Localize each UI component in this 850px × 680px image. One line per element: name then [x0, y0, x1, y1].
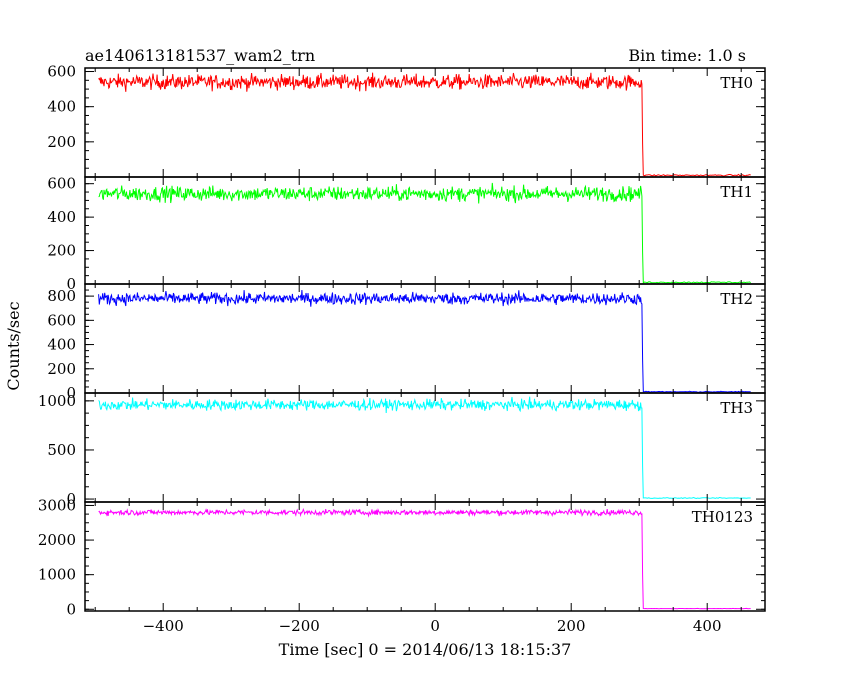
x-tick-label: 0: [430, 617, 440, 635]
x-tick-label: 200: [557, 617, 586, 635]
panel-th1: 0 200 400 600 TH1: [47, 175, 766, 293]
series-line-th0: [98, 72, 751, 177]
series-label: TH0: [720, 74, 753, 92]
panels-layer: 200 400 600 TH0 0 200 400 600 TH1 0 200 400 600 800 TH…: [38, 63, 766, 618]
y-tick-label: 600: [47, 311, 76, 329]
panel-th3: 0 500 1000 TH3: [38, 392, 766, 508]
y-tick-label: 400: [47, 98, 76, 116]
panel-frame: [84, 501, 766, 612]
y-tick-label: 800: [47, 287, 76, 305]
series-label: TH3: [720, 399, 753, 417]
y-tick-label: 0: [66, 384, 76, 402]
y-tick-label: 0: [66, 275, 76, 293]
y-tick-label: 400: [47, 208, 76, 226]
y-tick-label: 600: [47, 175, 76, 193]
y-tick-label: 1000: [38, 392, 76, 410]
panel-th0123: 0 1000 2000 3000 TH0123: [38, 496, 766, 618]
series-label: TH0123: [692, 508, 753, 526]
series-line-th1: [98, 182, 751, 284]
y-tick-label: 0: [66, 490, 76, 508]
series-label: TH2: [720, 290, 753, 308]
y-tick-label: 500: [47, 441, 76, 459]
panel-th2: 0 200 400 600 800 TH2: [47, 283, 766, 402]
panel-th0: 200 400 600 TH0: [47, 63, 766, 178]
y-tick-label: 600: [47, 63, 76, 81]
y-tick-label: 3000: [38, 496, 76, 514]
y-axis-label: Counts/sec: [4, 301, 23, 390]
series-line-th2: [98, 289, 751, 393]
x-tick-label: 400: [693, 617, 722, 635]
y-tick-label: 200: [47, 133, 76, 151]
chart-title: ae140613181537_wam2_trn: [85, 46, 315, 65]
x-tick-label: −400: [143, 617, 184, 635]
series-line-th0123: [98, 507, 751, 610]
x-tick-label: −200: [279, 617, 320, 635]
x-axis: −400 −200 0 200 400: [143, 617, 722, 635]
x-axis-label: Time [sec] 0 = 2014/06/13 18:15:37: [279, 640, 572, 659]
y-tick-label: 400: [47, 336, 76, 354]
y-tick-label: 0: [66, 600, 76, 618]
y-tick-label: 200: [47, 360, 76, 378]
series-line-th3: [98, 396, 751, 500]
series-label: TH1: [720, 183, 753, 201]
y-tick-label: 1000: [38, 566, 76, 584]
y-tick-label: 200: [47, 242, 76, 260]
y-tick-label: 2000: [38, 531, 76, 549]
bin-time-label: Bin time: 1.0 s: [628, 46, 746, 65]
